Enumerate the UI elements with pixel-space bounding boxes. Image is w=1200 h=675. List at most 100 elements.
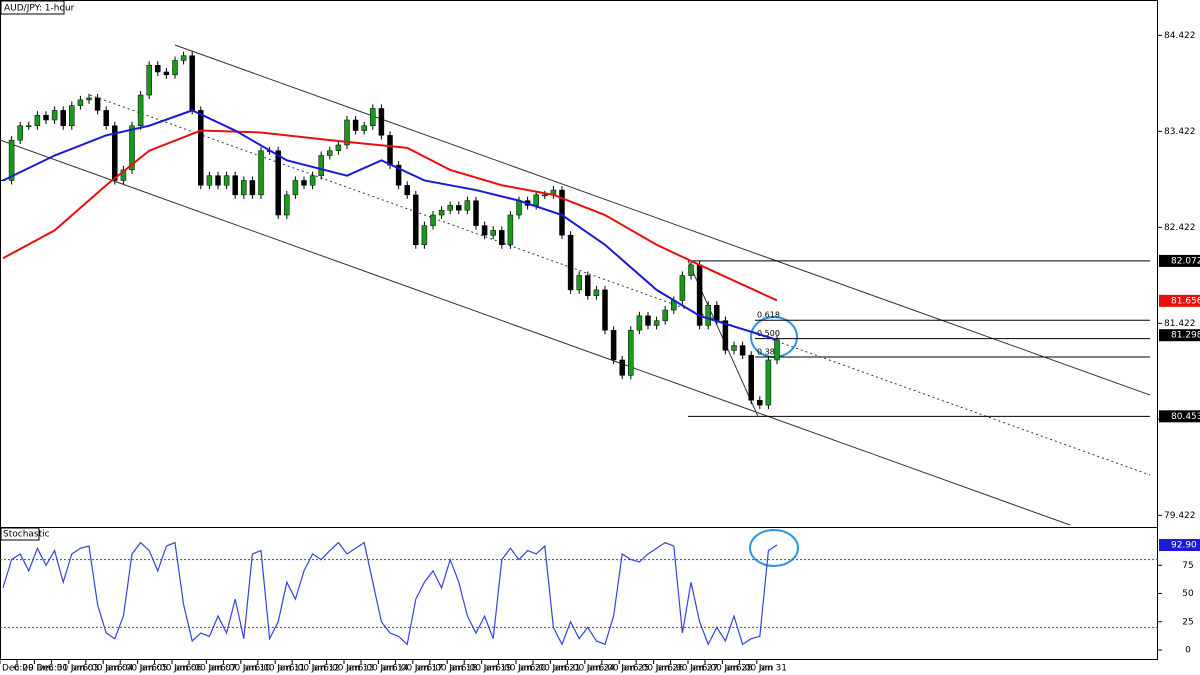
candle	[241, 180, 247, 196]
candle	[223, 175, 230, 186]
candle	[129, 125, 135, 171]
x-tick-label: 6:00 am	[289, 664, 326, 674]
x-tick-label: Dec 31	[36, 664, 68, 674]
x-tick-label: 6:00 am	[530, 664, 567, 674]
candle	[438, 209, 445, 216]
price-tag-label: 81.656	[1171, 296, 1200, 306]
candle	[628, 329, 634, 376]
candle	[688, 264, 694, 276]
candle	[533, 194, 539, 206]
candle	[619, 359, 625, 376]
candle	[757, 400, 763, 406]
x-tick-label: Jan 03	[70, 664, 99, 674]
x-tick-label: Jan 28	[723, 664, 752, 674]
candle	[705, 305, 711, 326]
candle	[593, 289, 600, 296]
x-tick-label: 6:00 am	[598, 664, 635, 674]
candle	[112, 125, 118, 181]
candle	[645, 315, 651, 326]
candle	[94, 97, 101, 111]
candle	[26, 125, 32, 128]
x-tick-label: 6:00 am	[48, 664, 85, 674]
candle	[602, 289, 608, 331]
x-tick-label: Jan 06	[173, 664, 202, 674]
candle	[258, 150, 264, 196]
candle	[318, 155, 324, 176]
candle	[51, 110, 58, 121]
candle	[370, 108, 376, 127]
x-tick-label: Jan 21	[551, 664, 580, 674]
fib-label: 0.38	[757, 347, 775, 356]
candle	[722, 320, 729, 351]
x-tick-label: Jan 18	[448, 664, 477, 674]
candle	[473, 200, 479, 226]
x-tick-label: Jan 05	[139, 664, 168, 674]
x-tick-label: 6:00 am	[220, 664, 257, 674]
chart-title: AUD/JPY: 1-hour	[4, 4, 75, 14]
value-tag	[1159, 539, 1200, 552]
x-tick-label: Jan 10	[242, 664, 271, 674]
x-tick-label: Jan 24	[586, 664, 615, 674]
candle	[60, 110, 66, 127]
candle	[567, 234, 574, 291]
candle	[189, 55, 195, 111]
indicator-title: Stochastic	[3, 530, 50, 540]
candle	[352, 119, 359, 131]
candle	[284, 194, 290, 216]
x-tick-label: Jan 12	[311, 664, 340, 674]
y-tick-label: 0	[1185, 646, 1191, 656]
candle	[765, 359, 772, 406]
x-tick-label: Jan 11	[276, 664, 305, 674]
candle	[653, 320, 660, 326]
candle	[774, 339, 780, 361]
candle	[292, 180, 299, 196]
candle	[507, 214, 514, 246]
candle	[662, 309, 668, 321]
x-tick-label: Jan 27	[689, 664, 718, 674]
x-tick-label: 6:00 am	[117, 664, 154, 674]
x-tick-label: Jan 04	[104, 664, 133, 674]
candle	[714, 305, 720, 321]
candle	[378, 108, 385, 136]
title-box	[0, 527, 40, 541]
x-tick-label: 6:00 am	[82, 664, 119, 674]
candle	[249, 180, 256, 196]
stochastic-line	[2, 541, 778, 646]
candle	[327, 150, 333, 156]
x-tick-label: Jan 17	[414, 664, 443, 674]
x-tick-label: 6:00 am	[392, 664, 429, 674]
x-tick-label: Jan 07	[207, 664, 236, 674]
candle	[215, 175, 221, 186]
x-tick-label: 6:00 am	[426, 664, 463, 674]
candle	[309, 175, 316, 186]
candle	[137, 94, 144, 127]
price-tag	[1159, 294, 1200, 307]
candle	[748, 354, 754, 401]
candle	[146, 65, 152, 96]
candle	[69, 105, 75, 127]
moving-average	[2, 109, 778, 341]
x-tick-label: 6:00 am	[736, 664, 773, 674]
candle	[542, 194, 548, 197]
x-tick-label: 6:00 am	[564, 664, 601, 674]
candle	[490, 230, 496, 236]
candle	[172, 60, 178, 76]
x-tick-label: Jan 19	[483, 664, 512, 674]
candle	[77, 99, 84, 106]
y-tick-label: 50	[1182, 589, 1194, 599]
x-tick-label: Jan 14	[379, 664, 408, 674]
x-tick-label: 6:00 am	[702, 664, 739, 674]
x-tick-label: 6:00 am	[151, 664, 188, 674]
y-tick-label: 82.422	[1164, 223, 1196, 233]
x-tick-label: 6:00 am	[358, 664, 395, 674]
x-tick-label: 6:00 am	[186, 664, 223, 674]
candle	[679, 275, 686, 301]
candle	[163, 71, 170, 76]
x-tick-label: Jan 26	[655, 664, 684, 674]
candle	[559, 189, 565, 236]
x-tick-label: 6:00 am	[667, 664, 704, 674]
x-tick-label: Jan 25	[620, 664, 649, 674]
fib-label: 0.500	[757, 329, 780, 338]
x-tick-label: Jan 13	[345, 664, 374, 674]
